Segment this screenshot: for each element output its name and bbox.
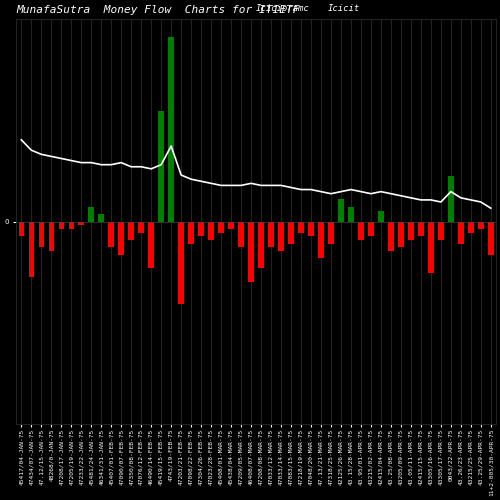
Bar (348, 207, 354, 222)
Bar (488, 222, 494, 254)
Bar (208, 222, 214, 240)
Bar (438, 222, 444, 240)
Bar (78, 222, 84, 225)
Text: MunafaSutra  Money Flow  Charts for ITIETF: MunafaSutra Money Flow Charts for ITIETF (16, 6, 300, 16)
Bar (298, 222, 304, 232)
Bar (368, 222, 374, 236)
Bar (88, 207, 94, 222)
Bar (18, 222, 24, 236)
Text: Icicit: Icicit (328, 4, 360, 13)
Bar (338, 200, 344, 222)
Text: Icicipramc: Icicipramc (256, 4, 310, 13)
Bar (48, 222, 54, 251)
Bar (198, 222, 204, 236)
Bar (118, 222, 124, 254)
Bar (98, 214, 104, 222)
Bar (138, 222, 144, 232)
Bar (398, 222, 404, 248)
Bar (238, 222, 244, 248)
Bar (478, 222, 484, 229)
Bar (168, 38, 174, 222)
Bar (328, 222, 334, 244)
Bar (218, 222, 224, 232)
Bar (38, 222, 44, 248)
Bar (288, 222, 294, 244)
Bar (418, 222, 424, 236)
Bar (458, 222, 464, 244)
Bar (228, 222, 234, 229)
Bar (378, 210, 384, 222)
Bar (28, 222, 34, 277)
Bar (278, 222, 284, 251)
Bar (268, 222, 274, 248)
Bar (318, 222, 324, 258)
Bar (148, 222, 154, 268)
Bar (358, 222, 364, 240)
Bar (158, 111, 164, 222)
Bar (108, 222, 114, 248)
Bar (128, 222, 134, 240)
Bar (178, 222, 184, 304)
Bar (448, 176, 454, 222)
Bar (58, 222, 64, 229)
Bar (308, 222, 314, 236)
Bar (68, 222, 74, 229)
Bar (258, 222, 264, 268)
Bar (468, 222, 473, 232)
Bar (428, 222, 434, 273)
Bar (188, 222, 194, 244)
Bar (248, 222, 254, 282)
Bar (408, 222, 414, 240)
Bar (388, 222, 394, 251)
